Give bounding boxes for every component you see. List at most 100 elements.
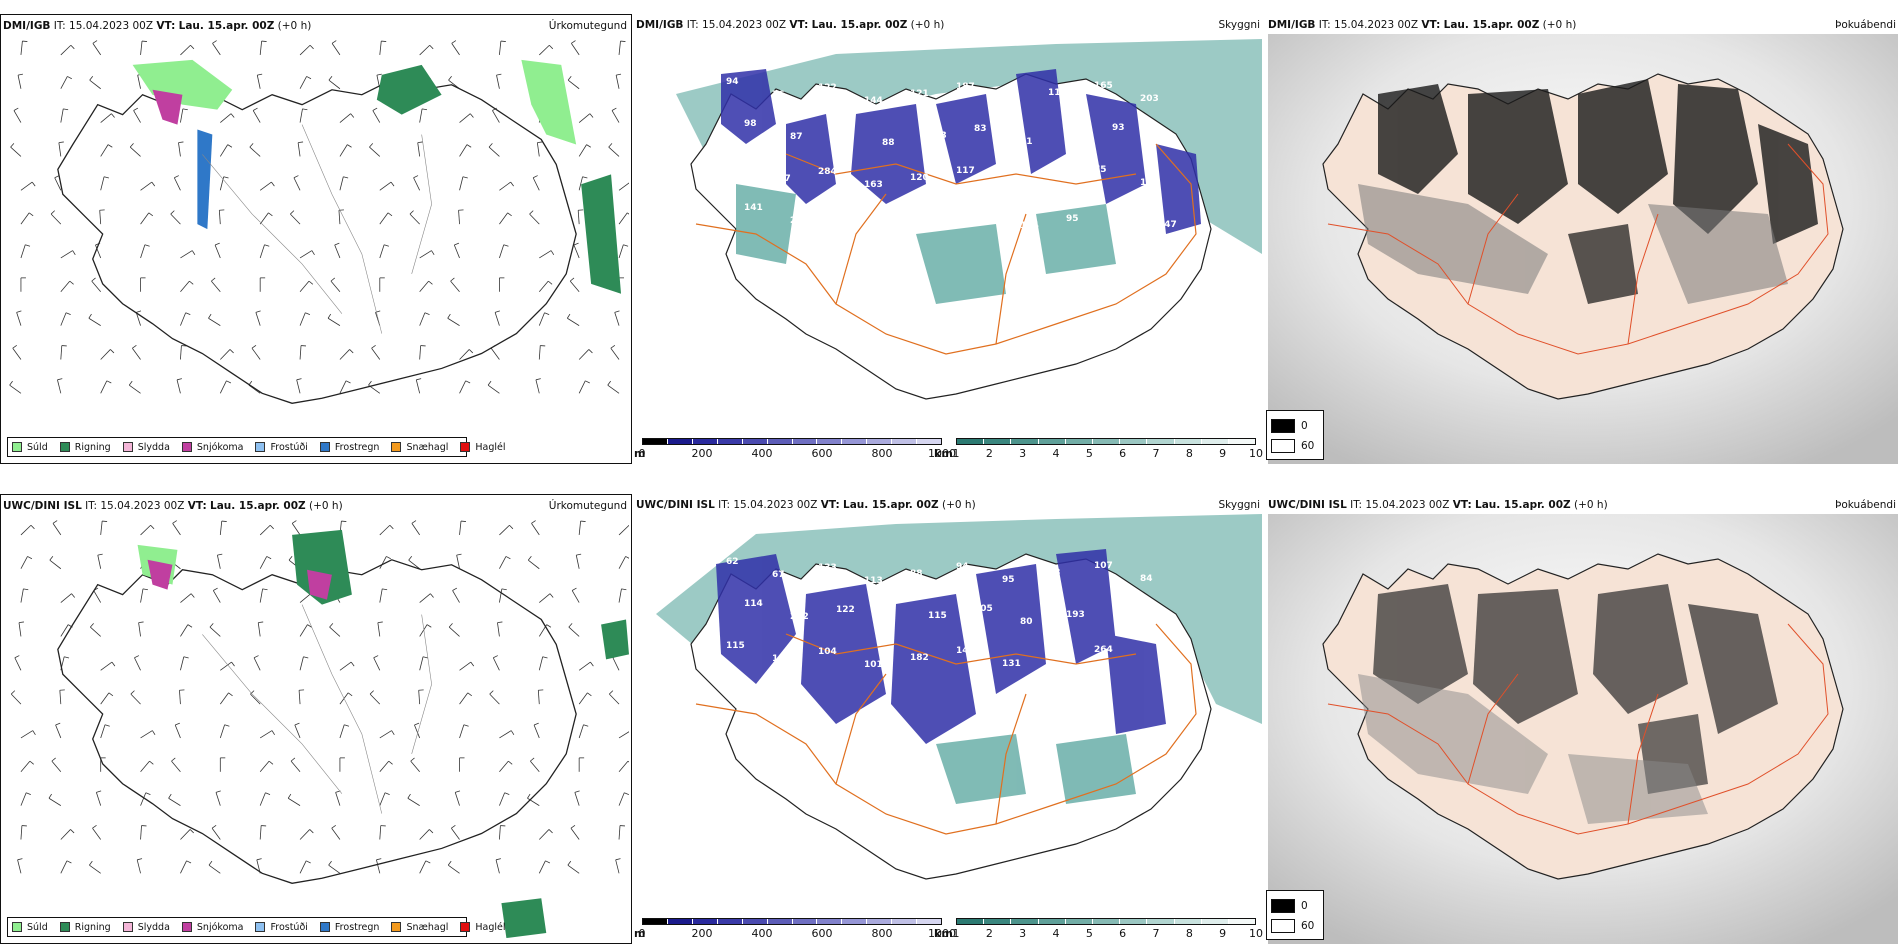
wind-barb — [259, 825, 262, 840]
wind-barb — [180, 624, 189, 637]
wind-barb-flag — [174, 175, 179, 179]
wind-barb — [14, 657, 22, 671]
wind-barb-flag — [128, 380, 133, 386]
wind-barb — [459, 113, 471, 123]
wind-barb — [20, 792, 27, 806]
wind-barb — [57, 379, 62, 394]
cloud-base-labels: 94 76 122 144 121 187 86 110 165 203 98 87 176 88 163 8… — [726, 77, 1177, 232]
wind-barb — [290, 760, 301, 773]
cloud-base-label: 110 — [1048, 88, 1067, 98]
colorbar-tick: 1 — [952, 447, 960, 460]
wind-barb — [219, 724, 225, 739]
colorbar-tick: 2 — [985, 927, 993, 940]
legend-swatch — [181, 442, 192, 452]
wind-barb-flag — [569, 277, 575, 282]
fog-legend: 0 60 — [1266, 410, 1324, 460]
wind-barb-flag — [384, 792, 390, 795]
colorbar-tick: 6 — [1119, 927, 1127, 940]
forecast-row-uwc: UWC/DINI ISL IT: 15.04.2023 00Z VT: Lau.… — [0, 494, 1900, 950]
legend-swatch — [391, 442, 402, 452]
wind-barb-flag — [624, 792, 629, 795]
wind-barb-flag — [211, 824, 217, 829]
cloud-base-label: 67 — [772, 570, 785, 580]
legend-item: Slydda — [122, 442, 170, 453]
precip-map[interactable]: Súld Rigning Slydda Snjókoma Frostúði Frostre… — [3, 35, 629, 463]
wind-barb — [140, 41, 143, 55]
colorbar-segment — [1201, 919, 1229, 924]
legend-item: Frostregn — [319, 442, 379, 453]
wind-barb-flag — [492, 107, 497, 111]
cloud-base-unit: m — [634, 447, 646, 460]
cloud-base-label: 94 — [726, 77, 739, 87]
wind-barb-flag — [368, 380, 372, 386]
colorbar-segment — [867, 919, 893, 924]
wind-barb-flag — [414, 722, 420, 726]
cloud-base-panel: UWC/DINI ISL IT: 15.04.2023 00Z VT: Lau.… — [634, 494, 1264, 944]
wind-barb — [208, 317, 221, 326]
fog-index-map[interactable] — [1268, 514, 1898, 944]
wind-barb — [136, 859, 141, 874]
cloud-base-label: 168 — [1158, 616, 1177, 626]
wind-barb-flag — [136, 310, 142, 313]
cloud-base-label: 565 — [1048, 652, 1067, 662]
wind-barb — [180, 593, 192, 603]
wind-barb-flag — [382, 588, 388, 591]
wind-barb-flag — [487, 380, 492, 386]
iceland-coastline — [57, 559, 577, 884]
cloud-base-map[interactable]: 94 76 122 144 121 187 86 110 165 203 98 87 176 88 163 8… — [636, 34, 1262, 464]
wind-barb-flag — [249, 143, 254, 148]
wind-barb — [140, 588, 144, 603]
wind-barb — [571, 43, 580, 56]
panel-title: Skyggni — [1218, 19, 1261, 31]
wind-barb-flag — [150, 524, 155, 530]
wind-barb-flag — [211, 277, 216, 282]
wind-barb-flag — [230, 113, 235, 118]
wind-barb-flag — [548, 829, 553, 834]
model-name: DMI/IGB — [1268, 19, 1316, 31]
wind-barb — [299, 345, 302, 360]
model-name: UWC/DINI ISL — [636, 499, 715, 511]
wind-barb-flag — [190, 593, 195, 598]
wind-barb — [490, 347, 500, 360]
colorbar-segment — [1011, 439, 1039, 444]
cloud-base-map[interactable]: 62 67 133 113 88 94 95 53 107 84 114 202 122 68 115 105… — [636, 514, 1262, 944]
precip-map[interactable]: Súld Rigning Slydda Snjókoma Frostúði Frostre… — [3, 515, 629, 943]
cloud-base-ticks: 0 200 400 600 800 1000 — [639, 927, 957, 940]
cloud-base-label: 120 — [910, 173, 929, 183]
wind-barb — [419, 656, 424, 671]
legend-item: Súld — [12, 442, 48, 453]
wind-barb-flag — [417, 141, 423, 144]
legend-label: Haglél — [475, 441, 506, 453]
wind-barb — [328, 79, 341, 90]
cloud-base-label: 140 — [956, 646, 975, 656]
wind-barb-flag — [229, 349, 234, 354]
wind-barb-flag — [589, 113, 594, 118]
fog-index-map[interactable] — [1268, 34, 1898, 464]
wind-barb — [530, 760, 540, 773]
legend-label: Súld — [27, 921, 48, 933]
wind-barb — [52, 523, 62, 536]
colorbar-tick: 400 — [751, 447, 773, 460]
fog-white-swatch — [1271, 439, 1295, 453]
cloud-base-label: 94 — [956, 562, 969, 572]
cloud-base-unit: m — [634, 927, 646, 940]
wind-barb — [618, 41, 621, 55]
wind-barb — [529, 213, 540, 225]
wind-barb — [180, 860, 187, 874]
wind-barb — [49, 559, 62, 570]
wind-barb-flag — [23, 588, 29, 591]
wind-barb — [140, 792, 147, 806]
wind-barb-flag — [583, 724, 589, 727]
wind-barb — [259, 212, 269, 225]
cloud-base-label: 105 — [974, 604, 993, 614]
cloud-base-label: 163 — [928, 131, 947, 141]
wind-barb — [330, 280, 341, 293]
wind-barb-flag — [531, 520, 536, 524]
wind-barb-flag — [625, 556, 629, 559]
wind-barb — [10, 693, 22, 705]
wind-barb — [140, 244, 146, 259]
cloud-base-label: 131 — [1002, 659, 1021, 669]
colorbar-segment — [842, 439, 868, 444]
wind-barb — [452, 590, 460, 603]
road-network — [1327, 623, 1829, 835]
